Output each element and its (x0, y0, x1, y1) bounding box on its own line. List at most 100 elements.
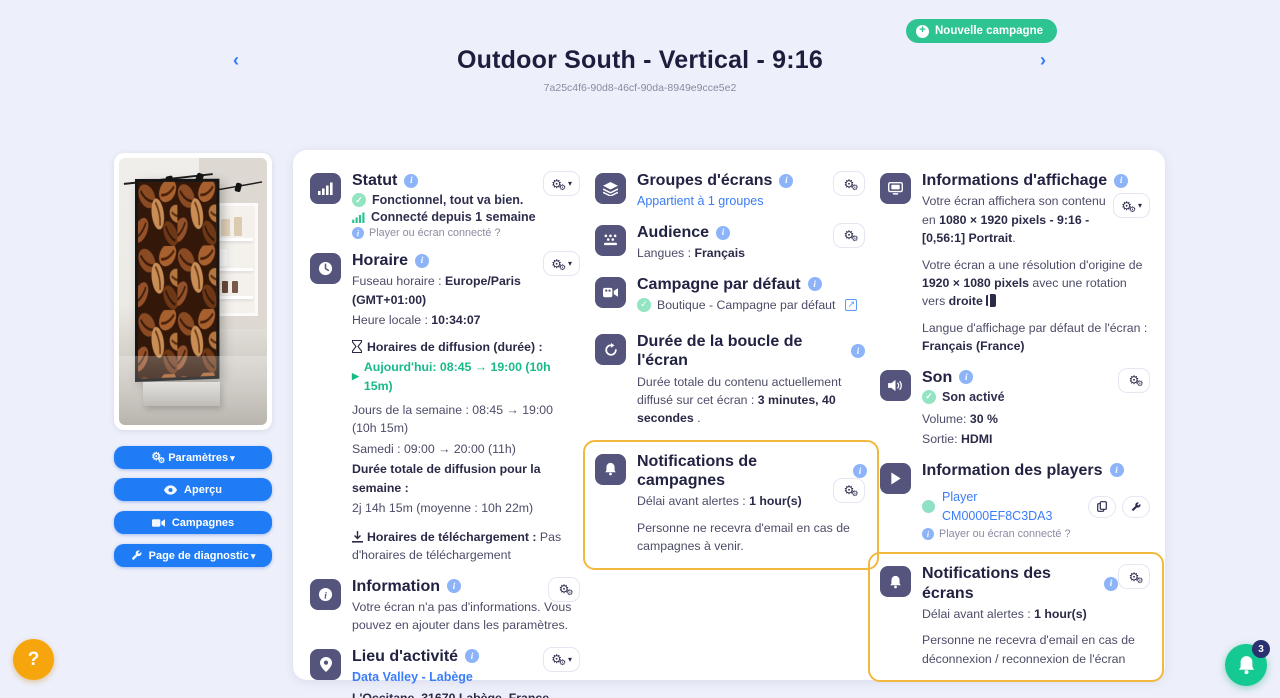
schedule-settings-button[interactable] (543, 251, 580, 277)
loop-value: 3 minutes, 40 secondes (637, 393, 836, 426)
svg-text:i: i (324, 591, 327, 601)
info-icon[interactable] (853, 464, 867, 479)
screen-notifications-title: Notifications des écrans (922, 565, 1051, 602)
display-info-title: Informations d'affichage (922, 172, 1108, 189)
help-button[interactable]: ? (13, 639, 54, 680)
location-address: L'Occitane, 31670 Labège, France (352, 690, 550, 698)
plus-icon (915, 24, 929, 38)
default-campaign-section: Campagne par défaut Boutique - Campagne … (595, 275, 865, 315)
info-icon[interactable] (352, 227, 364, 240)
campaigns-button[interactable]: Campagnes (114, 511, 272, 534)
info-icon[interactable] (465, 649, 480, 664)
signal-bars-icon (310, 173, 341, 204)
copy-icon (1097, 501, 1107, 513)
campaign-notifications-settings-button[interactable] (833, 477, 865, 503)
groups-settings-button[interactable] (833, 171, 865, 196)
speaker-icon (880, 369, 911, 401)
screen-notifications-settings-button[interactable] (1118, 564, 1150, 590)
gears-icon (1129, 374, 1143, 388)
chevron-down-icon (568, 655, 572, 664)
location-link[interactable]: Data Valley - Labège (352, 669, 473, 684)
info-icon[interactable] (851, 344, 865, 359)
default-campaign-value: Boutique - Campagne par défaut (657, 297, 836, 312)
screen-preview-card[interactable] (114, 153, 272, 430)
chevron-down-icon (1138, 201, 1142, 210)
status-title: Statut (352, 172, 398, 189)
languages-label: Langues : (637, 246, 695, 261)
total-diffusion-value: 2j 14h 15m (moyenne : 10h 22m) (352, 501, 534, 516)
parameters-button[interactable]: Paramètres (114, 446, 272, 469)
info-icon[interactable] (1114, 173, 1129, 188)
info-icon[interactable] (447, 579, 461, 594)
player-link[interactable]: Player CM0000EF8C3DA3 (942, 489, 1053, 523)
gears-icon (551, 258, 566, 272)
display-l2-pre: Votre écran a une résolution d'origine d… (922, 257, 1143, 272)
volume-value: 30 % (969, 411, 998, 426)
saturday-hours: Samedi : 09:00 → 20:00 (11h) (352, 441, 516, 456)
info-icon[interactable] (404, 173, 419, 188)
timezone-value: Europe/Paris (GMT+01:00) (352, 274, 521, 307)
notification-count-badge: 3 (1252, 640, 1270, 658)
sound-settings-button[interactable] (1118, 367, 1150, 393)
audience-title: Audience (637, 223, 710, 241)
loop-duration-section: Durée de la boucle de l'écran Durée tota… (595, 332, 865, 428)
signal-green-icon (352, 212, 365, 223)
delay-value: 1 hour(s) (749, 494, 802, 509)
status-settings-button[interactable] (543, 171, 580, 196)
gears-icon (551, 653, 566, 667)
information-settings-button[interactable] (548, 576, 580, 602)
info-icon[interactable] (415, 253, 430, 268)
languages-value: Français (694, 246, 746, 261)
info-icon[interactable] (1104, 576, 1118, 591)
gears-icon (844, 229, 858, 243)
bell-icon (595, 453, 626, 485)
gears-icon (844, 484, 858, 498)
diagnostic-page-button[interactable]: Page de diagnostic (114, 544, 272, 567)
display-l2-rotation: droite (948, 294, 983, 309)
player-online-dot (922, 500, 935, 514)
download-icon (352, 530, 363, 543)
layers-icon (595, 173, 626, 204)
notifications-fab-button[interactable]: 3 (1225, 640, 1270, 686)
info-icon[interactable] (716, 225, 731, 240)
default-campaign-title: Campagne par défaut (637, 275, 801, 293)
screen-pedestal (142, 382, 220, 407)
preview-button[interactable]: Aperçu (114, 478, 272, 501)
check-icon (352, 193, 366, 208)
next-screen-chevron-icon[interactable]: › (1040, 50, 1046, 70)
schedule-title: Horaire (352, 252, 409, 270)
wrench-icon (1131, 502, 1141, 511)
display-l2-resolution: 1920 × 1080 pixels (922, 275, 1030, 290)
map-pin-icon (310, 648, 341, 680)
info-icon[interactable] (779, 173, 794, 188)
gears-icon (151, 452, 165, 465)
display-settings-button[interactable] (1113, 193, 1150, 218)
gears-icon (1121, 200, 1136, 214)
copy-button[interactable] (1088, 495, 1116, 518)
video-camera-icon (151, 518, 165, 527)
campaign-notifications-body: Personne ne recevra d'email en cas de ca… (637, 520, 850, 554)
status-connected-text: Connecté depuis 1 semaine (371, 210, 536, 225)
info-circle-icon: i (310, 578, 341, 610)
location-settings-button[interactable] (543, 646, 580, 672)
info-icon[interactable] (922, 528, 934, 541)
players-info-section: Information des players Player CM0000EF8… (880, 461, 1150, 541)
info-icon[interactable] (1109, 463, 1124, 478)
info-icon[interactable] (807, 277, 822, 292)
status-section: Statut Fonctionnel, tout va bien. Connec… (310, 171, 580, 240)
download-hours-value: Pas d'horaires de téléchargement (352, 529, 562, 563)
rotation-icon (987, 294, 996, 308)
info-icon[interactable] (959, 370, 974, 385)
status-hint: Player ou écran connecté ? (369, 227, 501, 240)
loop-icon (595, 334, 626, 366)
groups-link[interactable]: Appartient à 1 groupes (637, 194, 764, 209)
campaigns-label: Campagnes (171, 516, 235, 529)
new-campaign-button[interactable]: Nouvelle campagne (905, 19, 1057, 43)
campaign-notifications-alert: Notifications de campagnes Délai avant a… (583, 439, 879, 570)
player-tools-button[interactable] (1122, 495, 1150, 518)
display-l1-pre: Votre écran affichera son contenu en (922, 194, 1106, 227)
prev-screen-chevron-icon[interactable]: ‹ (233, 50, 239, 70)
audience-settings-button[interactable] (833, 222, 865, 248)
external-link-icon[interactable] (845, 298, 858, 311)
sound-section: Son Son activé Volume: 30 % Sortie: HDMI (880, 367, 1150, 449)
